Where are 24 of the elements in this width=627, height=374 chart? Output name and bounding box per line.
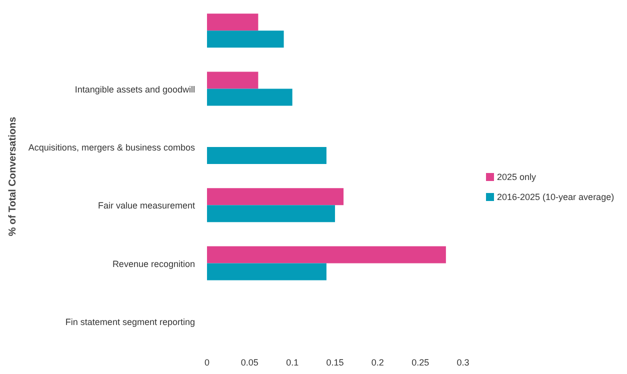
- y-tick-label: Fair value measurement: [98, 200, 196, 211]
- bar: [207, 72, 258, 89]
- bar: [207, 246, 446, 264]
- y-tick-label: Acquisitions, mergers & business combos: [28, 142, 196, 152]
- bar: [207, 146, 326, 164]
- y-axis-title: % of Total Conversations: [8, 116, 19, 236]
- x-tick-label: 0.1: [286, 357, 299, 368]
- y-tick-label: Fin statement segment reporting: [65, 316, 195, 327]
- x-tick-label: 0.25: [412, 357, 430, 368]
- bar: [207, 30, 284, 48]
- legend-label: 2025 only: [497, 172, 536, 182]
- y-tick-label: Revenue recognition: [112, 258, 195, 269]
- y-tick-label: Intangible assets and goodwill: [74, 84, 195, 94]
- x-tick-label: 0: [204, 357, 210, 368]
- x-tick-label: 0.15: [326, 357, 344, 368]
- bar: [207, 205, 335, 222]
- x-tick-label: 0.2: [371, 357, 384, 368]
- x-tick-label: 0.05: [240, 357, 258, 368]
- bar: [207, 263, 326, 280]
- bar: [207, 88, 292, 106]
- legend-label: 2016-2025 (10-year average): [497, 192, 614, 202]
- x-tick-label: 0.3: [456, 357, 470, 368]
- bar: [207, 14, 258, 31]
- bar: [207, 188, 344, 206]
